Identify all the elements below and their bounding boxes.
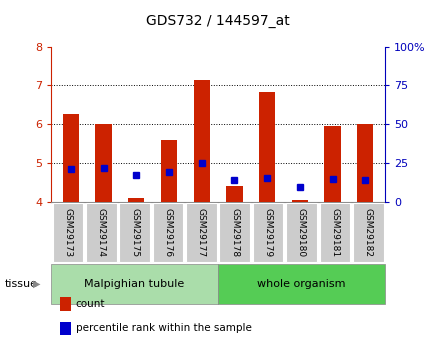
Text: GSM29179: GSM29179: [263, 208, 273, 257]
Text: GSM29176: GSM29176: [163, 208, 173, 257]
Text: ▶: ▶: [33, 279, 41, 289]
Text: GSM29180: GSM29180: [297, 208, 306, 257]
Text: whole organism: whole organism: [257, 279, 346, 289]
Bar: [324, 126, 341, 202]
Text: GSM29181: GSM29181: [330, 208, 340, 257]
Text: count: count: [76, 299, 105, 309]
Text: percentile rank within the sample: percentile rank within the sample: [76, 324, 251, 333]
Text: GDS732 / 144597_at: GDS732 / 144597_at: [146, 14, 290, 28]
Bar: [291, 200, 308, 202]
Text: GSM29182: GSM29182: [364, 208, 373, 257]
Bar: [128, 198, 145, 202]
Bar: [194, 80, 210, 202]
Text: GSM29174: GSM29174: [97, 208, 106, 257]
Bar: [63, 115, 79, 202]
Text: Malpighian tubule: Malpighian tubule: [85, 279, 185, 289]
Text: GSM29173: GSM29173: [63, 208, 73, 257]
Text: GSM29178: GSM29178: [230, 208, 239, 257]
Bar: [357, 124, 373, 202]
Text: GSM29175: GSM29175: [130, 208, 139, 257]
Bar: [161, 140, 177, 202]
Text: tissue: tissue: [4, 279, 37, 289]
Text: GSM29177: GSM29177: [197, 208, 206, 257]
Bar: [226, 186, 243, 202]
Bar: [259, 92, 275, 202]
Bar: [95, 124, 112, 202]
